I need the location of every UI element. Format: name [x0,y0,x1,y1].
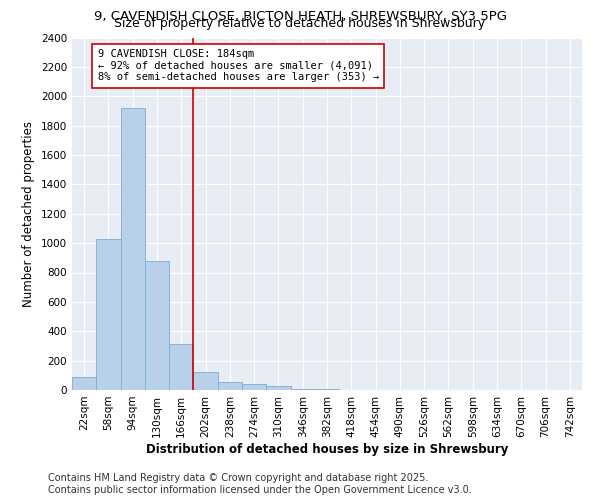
Text: 9, CAVENDISH CLOSE, BICTON HEATH, SHREWSBURY, SY3 5PG: 9, CAVENDISH CLOSE, BICTON HEATH, SHREWS… [94,10,506,23]
Y-axis label: Number of detached properties: Number of detached properties [22,120,35,306]
Bar [193,372,218,390]
Bar [72,377,96,390]
Bar [218,382,242,390]
Text: Size of property relative to detached houses in Shrewsbury: Size of property relative to detached ho… [115,18,485,30]
Bar [169,344,193,390]
Bar [266,386,290,390]
Text: 9 CAVENDISH CLOSE: 184sqm
← 92% of detached houses are smaller (4,091)
8% of sem: 9 CAVENDISH CLOSE: 184sqm ← 92% of detac… [97,50,379,82]
Bar [242,384,266,390]
Bar [96,238,121,390]
Bar [145,261,169,390]
X-axis label: Distribution of detached houses by size in Shrewsbury: Distribution of detached houses by size … [146,442,508,456]
Text: Contains HM Land Registry data © Crown copyright and database right 2025.
Contai: Contains HM Land Registry data © Crown c… [48,474,472,495]
Bar [121,108,145,390]
Bar [290,388,315,390]
